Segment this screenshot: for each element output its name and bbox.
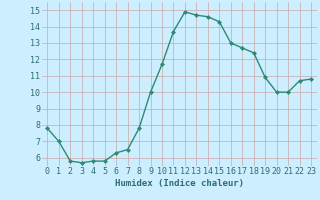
X-axis label: Humidex (Indice chaleur): Humidex (Indice chaleur) <box>115 179 244 188</box>
